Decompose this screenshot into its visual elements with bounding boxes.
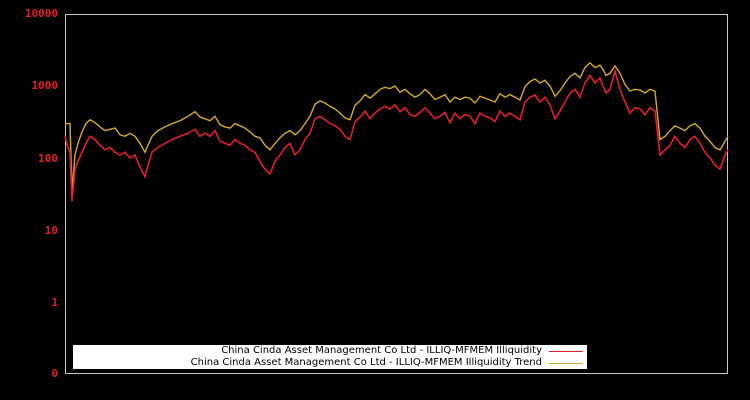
plot-frame	[65, 14, 728, 374]
legend-item-illiquidity-trend: China Cinda Asset Management Co Ltd - IL…	[191, 357, 587, 369]
y-tick-label: 10	[44, 224, 58, 237]
y-tick-label: 0	[51, 367, 58, 380]
legend-swatch-red	[549, 350, 583, 352]
legend-label: China Cinda Asset Management Co Ltd - IL…	[190, 357, 542, 368]
chart-legend: China Cinda Asset Management Co Ltd - IL…	[73, 345, 587, 369]
series-line-illiquidity	[64, 68, 729, 202]
y-tick-label: 1000	[31, 79, 59, 92]
legend-swatch-gold	[549, 362, 583, 364]
legend-item-illiquidity: China Cinda Asset Management Co Ltd - IL…	[221, 345, 587, 357]
y-tick-label: 10000	[24, 7, 58, 20]
y-tick-label: 1	[51, 296, 58, 309]
y-tick-label: 100	[38, 152, 58, 165]
legend-label: China Cinda Asset Management Co Ltd - IL…	[221, 345, 542, 356]
series-line-illiquidity-trend	[65, 61, 729, 191]
